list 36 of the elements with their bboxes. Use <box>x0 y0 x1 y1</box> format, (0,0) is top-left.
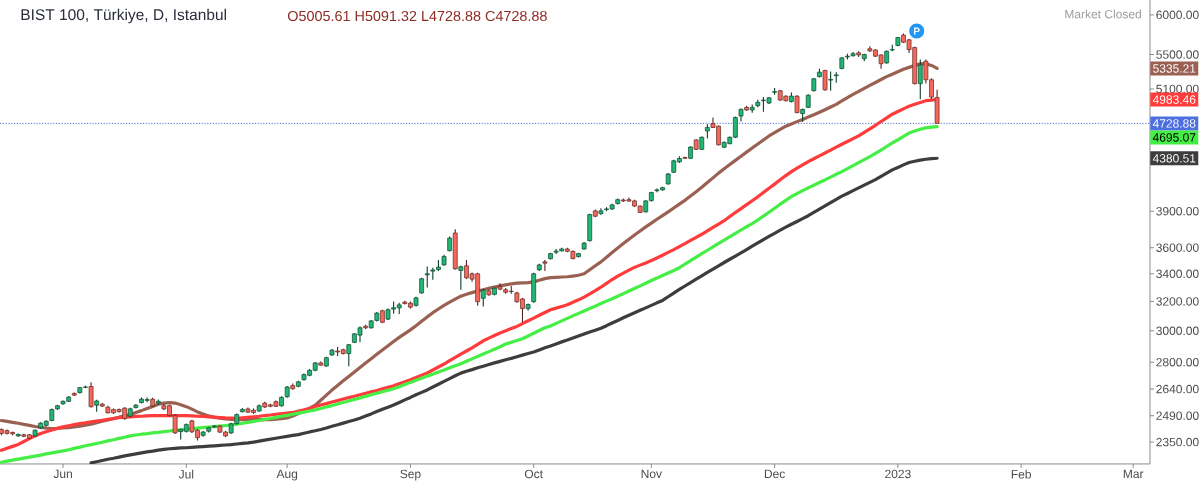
y-tick-label: 5100.00 <box>1156 84 1199 94</box>
y-tick-label: 2350.00 <box>1156 437 1199 447</box>
candlestick <box>917 58 923 100</box>
y-tick-label: 2800.00 <box>1156 357 1199 367</box>
y-tick-label: 3000.00 <box>1156 326 1199 336</box>
x-tick-label: Jun <box>53 469 72 479</box>
x-tick-label: Nov <box>641 469 662 479</box>
x-tick-label: Feb <box>1011 469 1031 479</box>
annotation: Market Closed <box>1065 9 1141 19</box>
y-tick-label: 5500.00 <box>1156 50 1199 59</box>
x-tick-label: Dec <box>764 469 785 479</box>
y-tick-label: 6000.00 <box>1156 10 1199 20</box>
text: BIST 100, Türkiye, D, Istanbul <box>21 8 226 24</box>
candlestick <box>88 381 94 409</box>
text: 5335.21 <box>1153 64 1196 73</box>
text: 4380.51 <box>1152 154 1196 163</box>
x-tick-label: Mar <box>1123 469 1144 479</box>
text: 4695.07 <box>1152 133 1196 142</box>
y-tick-label: 3600.00 <box>1156 243 1199 252</box>
x-tick-label: 2023 <box>885 469 911 479</box>
candlestick <box>424 265 430 288</box>
x-tick-label: Oct <box>524 469 543 479</box>
annotation: P <box>914 27 920 35</box>
candlestick <box>828 70 834 92</box>
y-tick-label: 3400.00 <box>1156 269 1199 279</box>
y-tick-label: 3900.00 <box>1156 206 1199 216</box>
y-tick-label: 2490.00 <box>1156 411 1199 420</box>
candlestick <box>542 259 548 272</box>
x-tick-label: Aug <box>276 469 298 481</box>
y-tick-label: 3200.00 <box>1156 297 1199 306</box>
x-tick-label: Jul <box>178 469 194 479</box>
y-tick-label: 2640.00 <box>1156 384 1199 394</box>
text: O5005.61 H5091.32 L4728.88 C4728.88 <box>287 10 547 22</box>
x-tick-label: Sep <box>400 469 421 481</box>
ref-line-label: 4728.88 <box>1152 119 1196 128</box>
text: 4983.46 <box>1152 95 1196 104</box>
